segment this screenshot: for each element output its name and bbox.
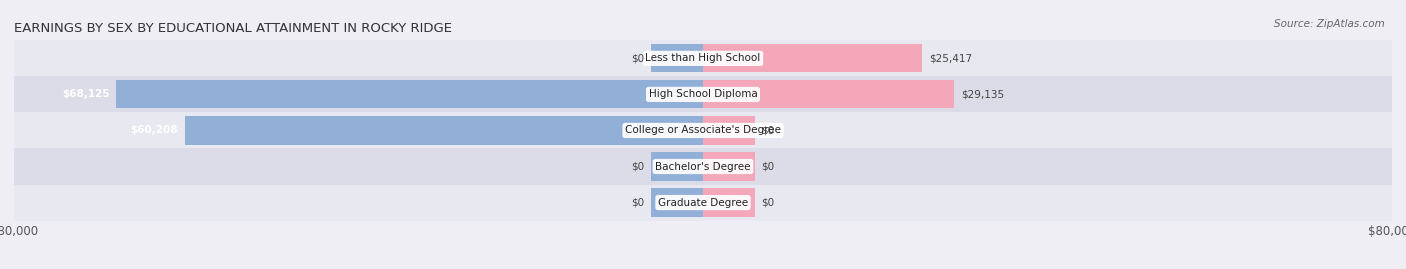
Bar bbox=[14, 148, 1392, 185]
Bar bbox=[651, 44, 703, 72]
Bar bbox=[14, 40, 1392, 76]
Bar bbox=[14, 76, 1392, 112]
Bar bbox=[117, 80, 703, 108]
Text: $0: $0 bbox=[762, 125, 775, 136]
Text: $0: $0 bbox=[631, 161, 644, 172]
Text: Graduate Degree: Graduate Degree bbox=[658, 197, 748, 208]
Text: $0: $0 bbox=[762, 197, 775, 208]
Bar bbox=[651, 153, 703, 180]
Text: $0: $0 bbox=[762, 161, 775, 172]
Text: Source: ZipAtlas.com: Source: ZipAtlas.com bbox=[1274, 19, 1385, 29]
Bar bbox=[703, 189, 755, 217]
Text: College or Associate's Degree: College or Associate's Degree bbox=[626, 125, 780, 136]
Text: Less than High School: Less than High School bbox=[645, 53, 761, 63]
Text: $29,135: $29,135 bbox=[960, 89, 1004, 100]
Text: $68,125: $68,125 bbox=[62, 89, 110, 100]
Text: $60,208: $60,208 bbox=[131, 125, 177, 136]
Bar bbox=[184, 116, 703, 144]
Text: $0: $0 bbox=[631, 197, 644, 208]
Bar bbox=[703, 116, 755, 144]
Bar bbox=[651, 189, 703, 217]
Bar bbox=[703, 44, 922, 72]
Text: $25,417: $25,417 bbox=[929, 53, 972, 63]
Bar bbox=[14, 112, 1392, 148]
Text: EARNINGS BY SEX BY EDUCATIONAL ATTAINMENT IN ROCKY RIDGE: EARNINGS BY SEX BY EDUCATIONAL ATTAINMEN… bbox=[14, 22, 453, 35]
Bar bbox=[14, 185, 1392, 221]
Text: Bachelor's Degree: Bachelor's Degree bbox=[655, 161, 751, 172]
Bar bbox=[703, 80, 953, 108]
Text: $0: $0 bbox=[631, 53, 644, 63]
Bar bbox=[703, 153, 755, 180]
Text: High School Diploma: High School Diploma bbox=[648, 89, 758, 100]
